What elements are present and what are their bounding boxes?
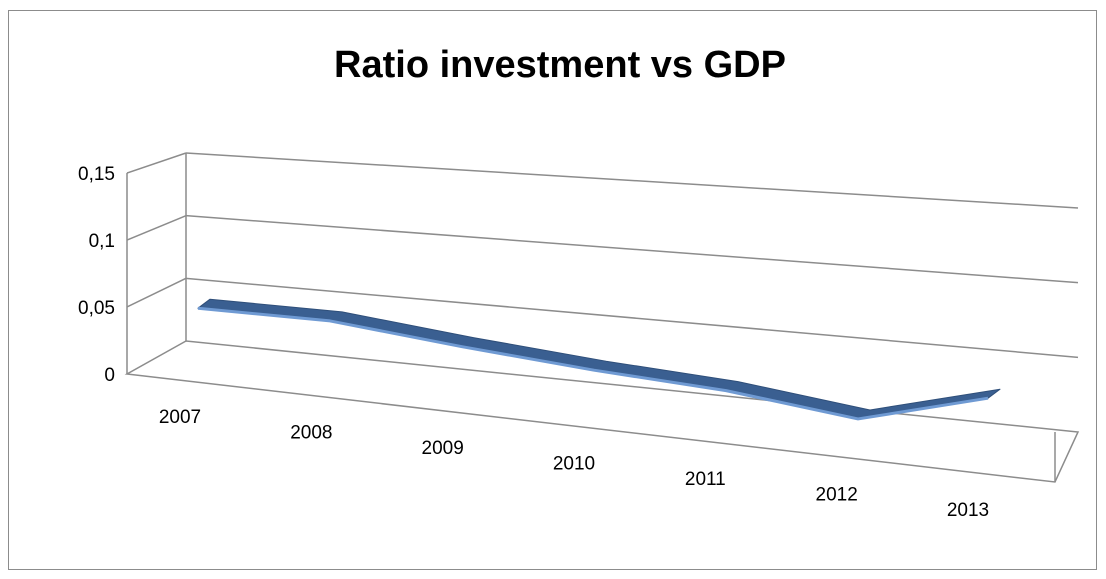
gridline: [185, 214, 1079, 284]
gridlines: [126, 152, 1079, 359]
x-tick-label: 2009: [422, 438, 464, 459]
x-tick-label: 2013: [947, 500, 989, 521]
chart-frame: [8, 10, 1097, 570]
gridline: [185, 277, 1079, 359]
y-tick-label: 0,15: [78, 164, 115, 185]
chart-title: Ratio investment vs GDP: [334, 44, 786, 86]
y-tick-label: 0,05: [78, 298, 115, 319]
axes: [124, 153, 1080, 483]
gridline-side: [126, 152, 187, 174]
y-tick-label: 0: [104, 365, 115, 386]
x-axis-ticks: 2007 2008 2009 2010 2011 2012 2013: [159, 407, 989, 521]
y-axis-ticks: 0 0,05 0,1 0,15: [78, 164, 115, 386]
x-tick-label: 2011: [685, 469, 726, 490]
series-ribbon: [197, 298, 1001, 420]
series-line-edge: [197, 306, 989, 421]
x-tick-label: 2010: [553, 454, 595, 475]
y-tick-label: 0,1: [89, 231, 115, 252]
floor-plane: [124, 340, 1080, 483]
gridline: [185, 152, 1079, 209]
x-tick-label: 2007: [159, 407, 201, 428]
gridline-side: [126, 214, 187, 241]
x-tick-label: 2012: [816, 485, 858, 506]
gridline-side: [126, 277, 187, 308]
data-series: [197, 298, 1001, 421]
x-tick-label: 2008: [290, 423, 332, 444]
